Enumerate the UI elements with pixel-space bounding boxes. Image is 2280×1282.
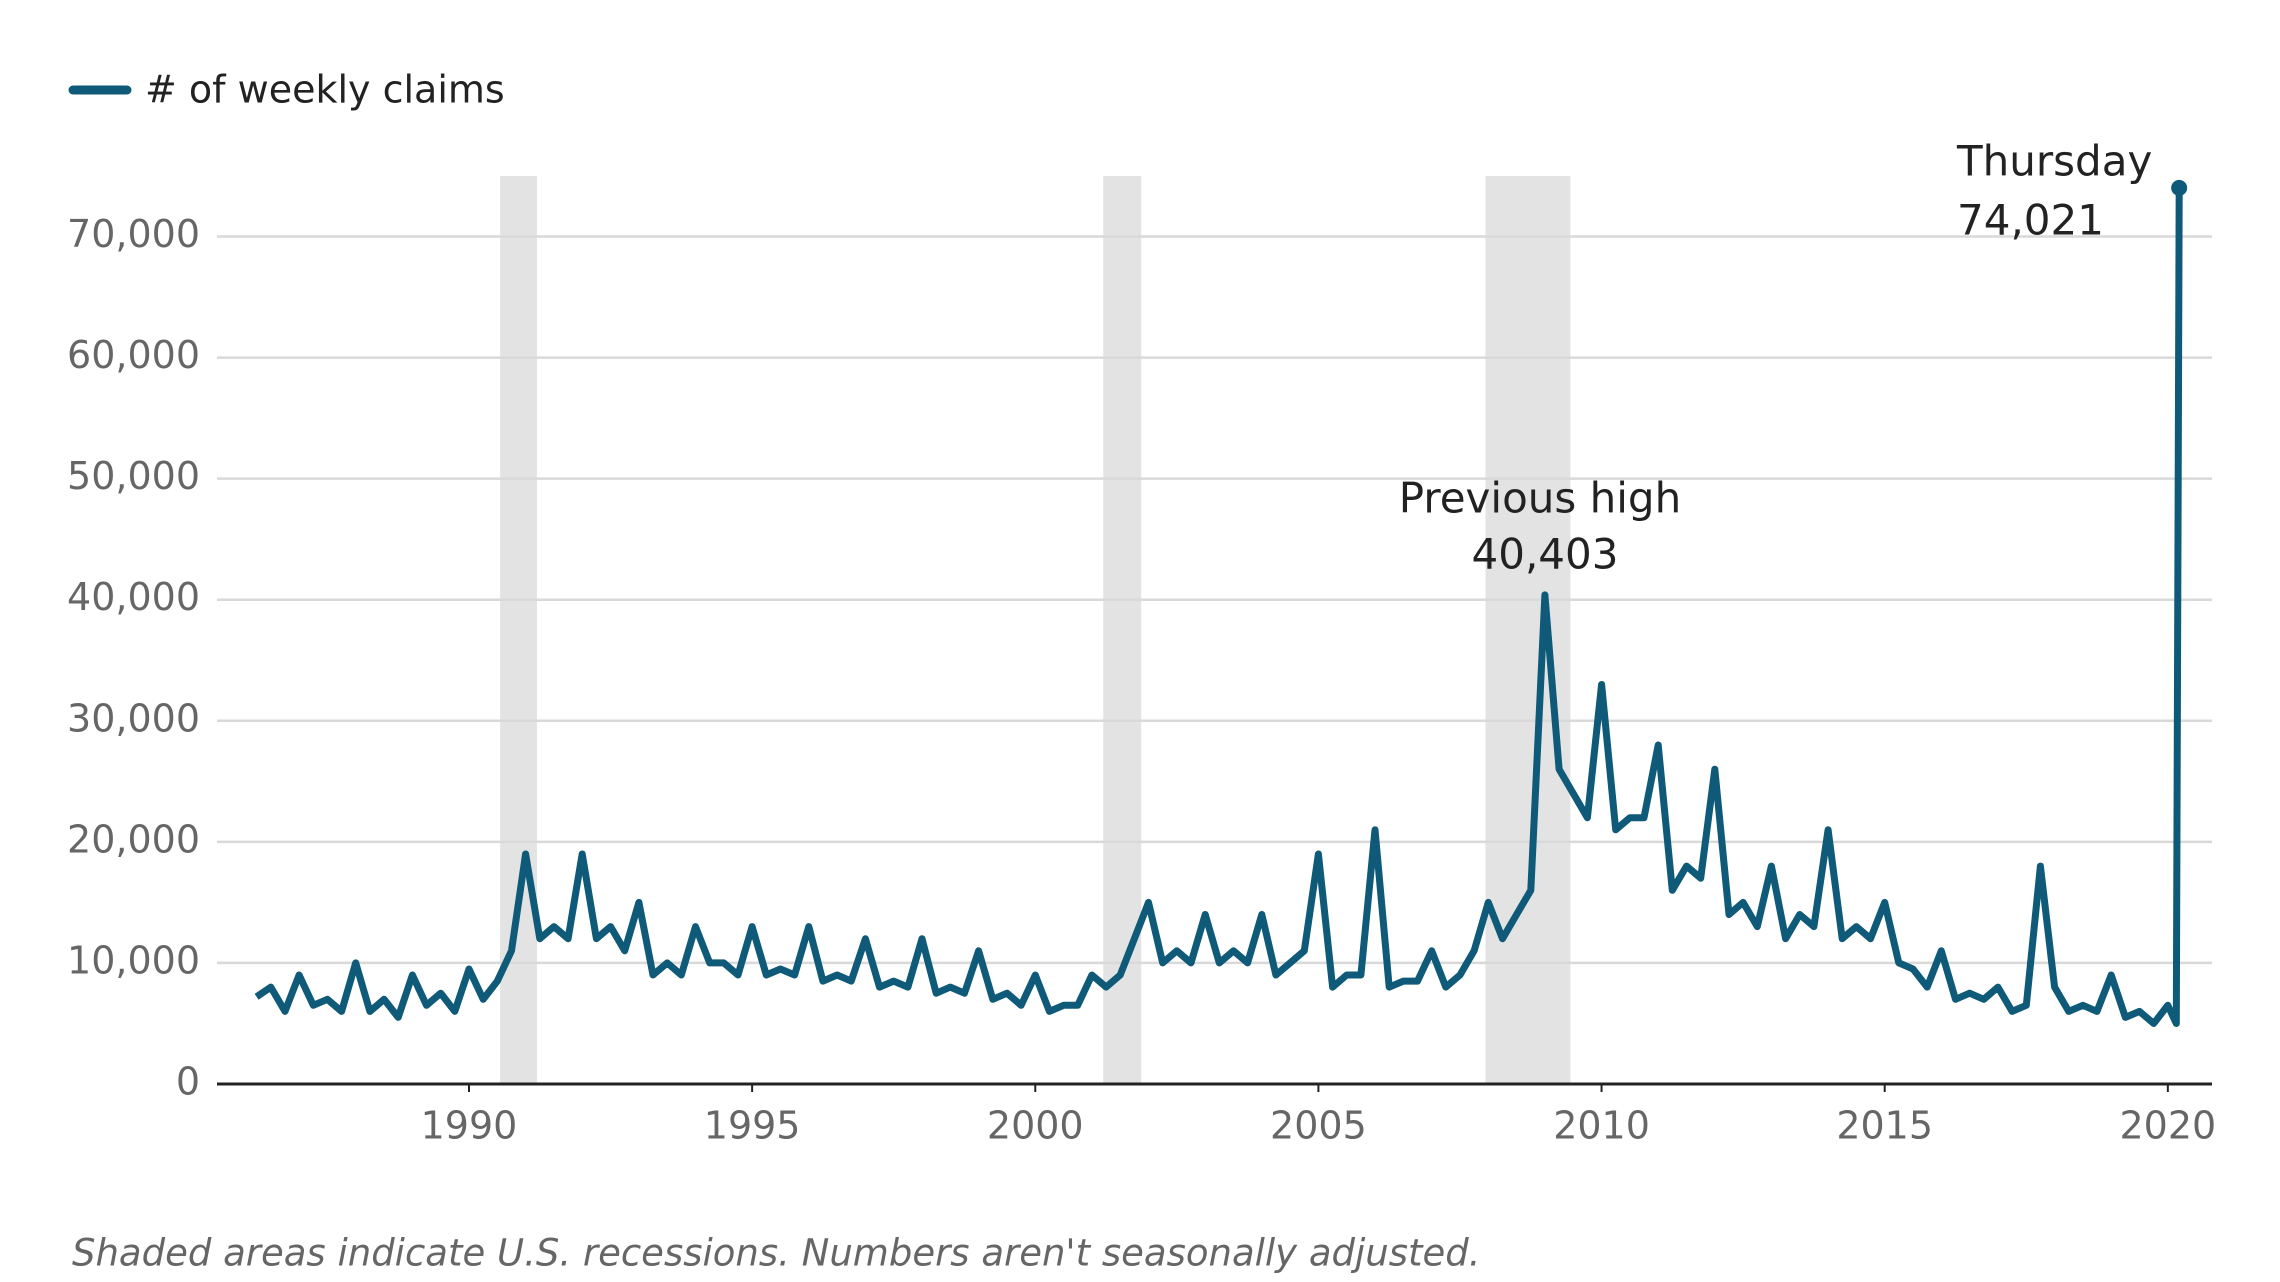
end-point: [2171, 179, 2188, 196]
annotation: 74,021: [1957, 196, 2104, 245]
y-tick-label: 60,000: [67, 333, 200, 377]
x-tick-label: 2000: [987, 1104, 1084, 1148]
x-tick-label: 2010: [1553, 1104, 1650, 1148]
legend-label: # of weekly claims: [145, 68, 505, 112]
y-tick-label: 0: [176, 1060, 200, 1104]
x-tick-label: 1990: [421, 1104, 518, 1148]
recession-band: [1103, 176, 1142, 1084]
annotation: 40,403: [1472, 530, 1619, 579]
x-tick-label: 2015: [1836, 1104, 1933, 1148]
y-tick-label: 40,000: [67, 575, 200, 619]
data-line: [254, 187, 2183, 1027]
annotation: Thursday: [1956, 137, 2152, 186]
annotation: Previous high: [1399, 474, 1681, 523]
y-tick-label: 10,000: [67, 938, 200, 982]
y-tick-label: 50,000: [67, 454, 200, 498]
plot-area: 0 10,000 20,000 30,000 40,000 50,000 60,000 70,…: [67, 176, 2216, 1148]
recession-band: [500, 176, 537, 1084]
y-tick-label: 30,000: [67, 696, 200, 740]
x-tick-label: 2005: [1270, 1104, 1367, 1148]
recession-band: [1485, 176, 1571, 1084]
x-tick-label: 2020: [2119, 1104, 2216, 1148]
y-tick-label: 20,000: [67, 817, 200, 861]
x-tick-label: 1995: [704, 1104, 801, 1148]
y-tick-label: 70,000: [67, 212, 200, 256]
footnote: Shaded areas indicate U.S. recessions. N…: [72, 1232, 1481, 1275]
